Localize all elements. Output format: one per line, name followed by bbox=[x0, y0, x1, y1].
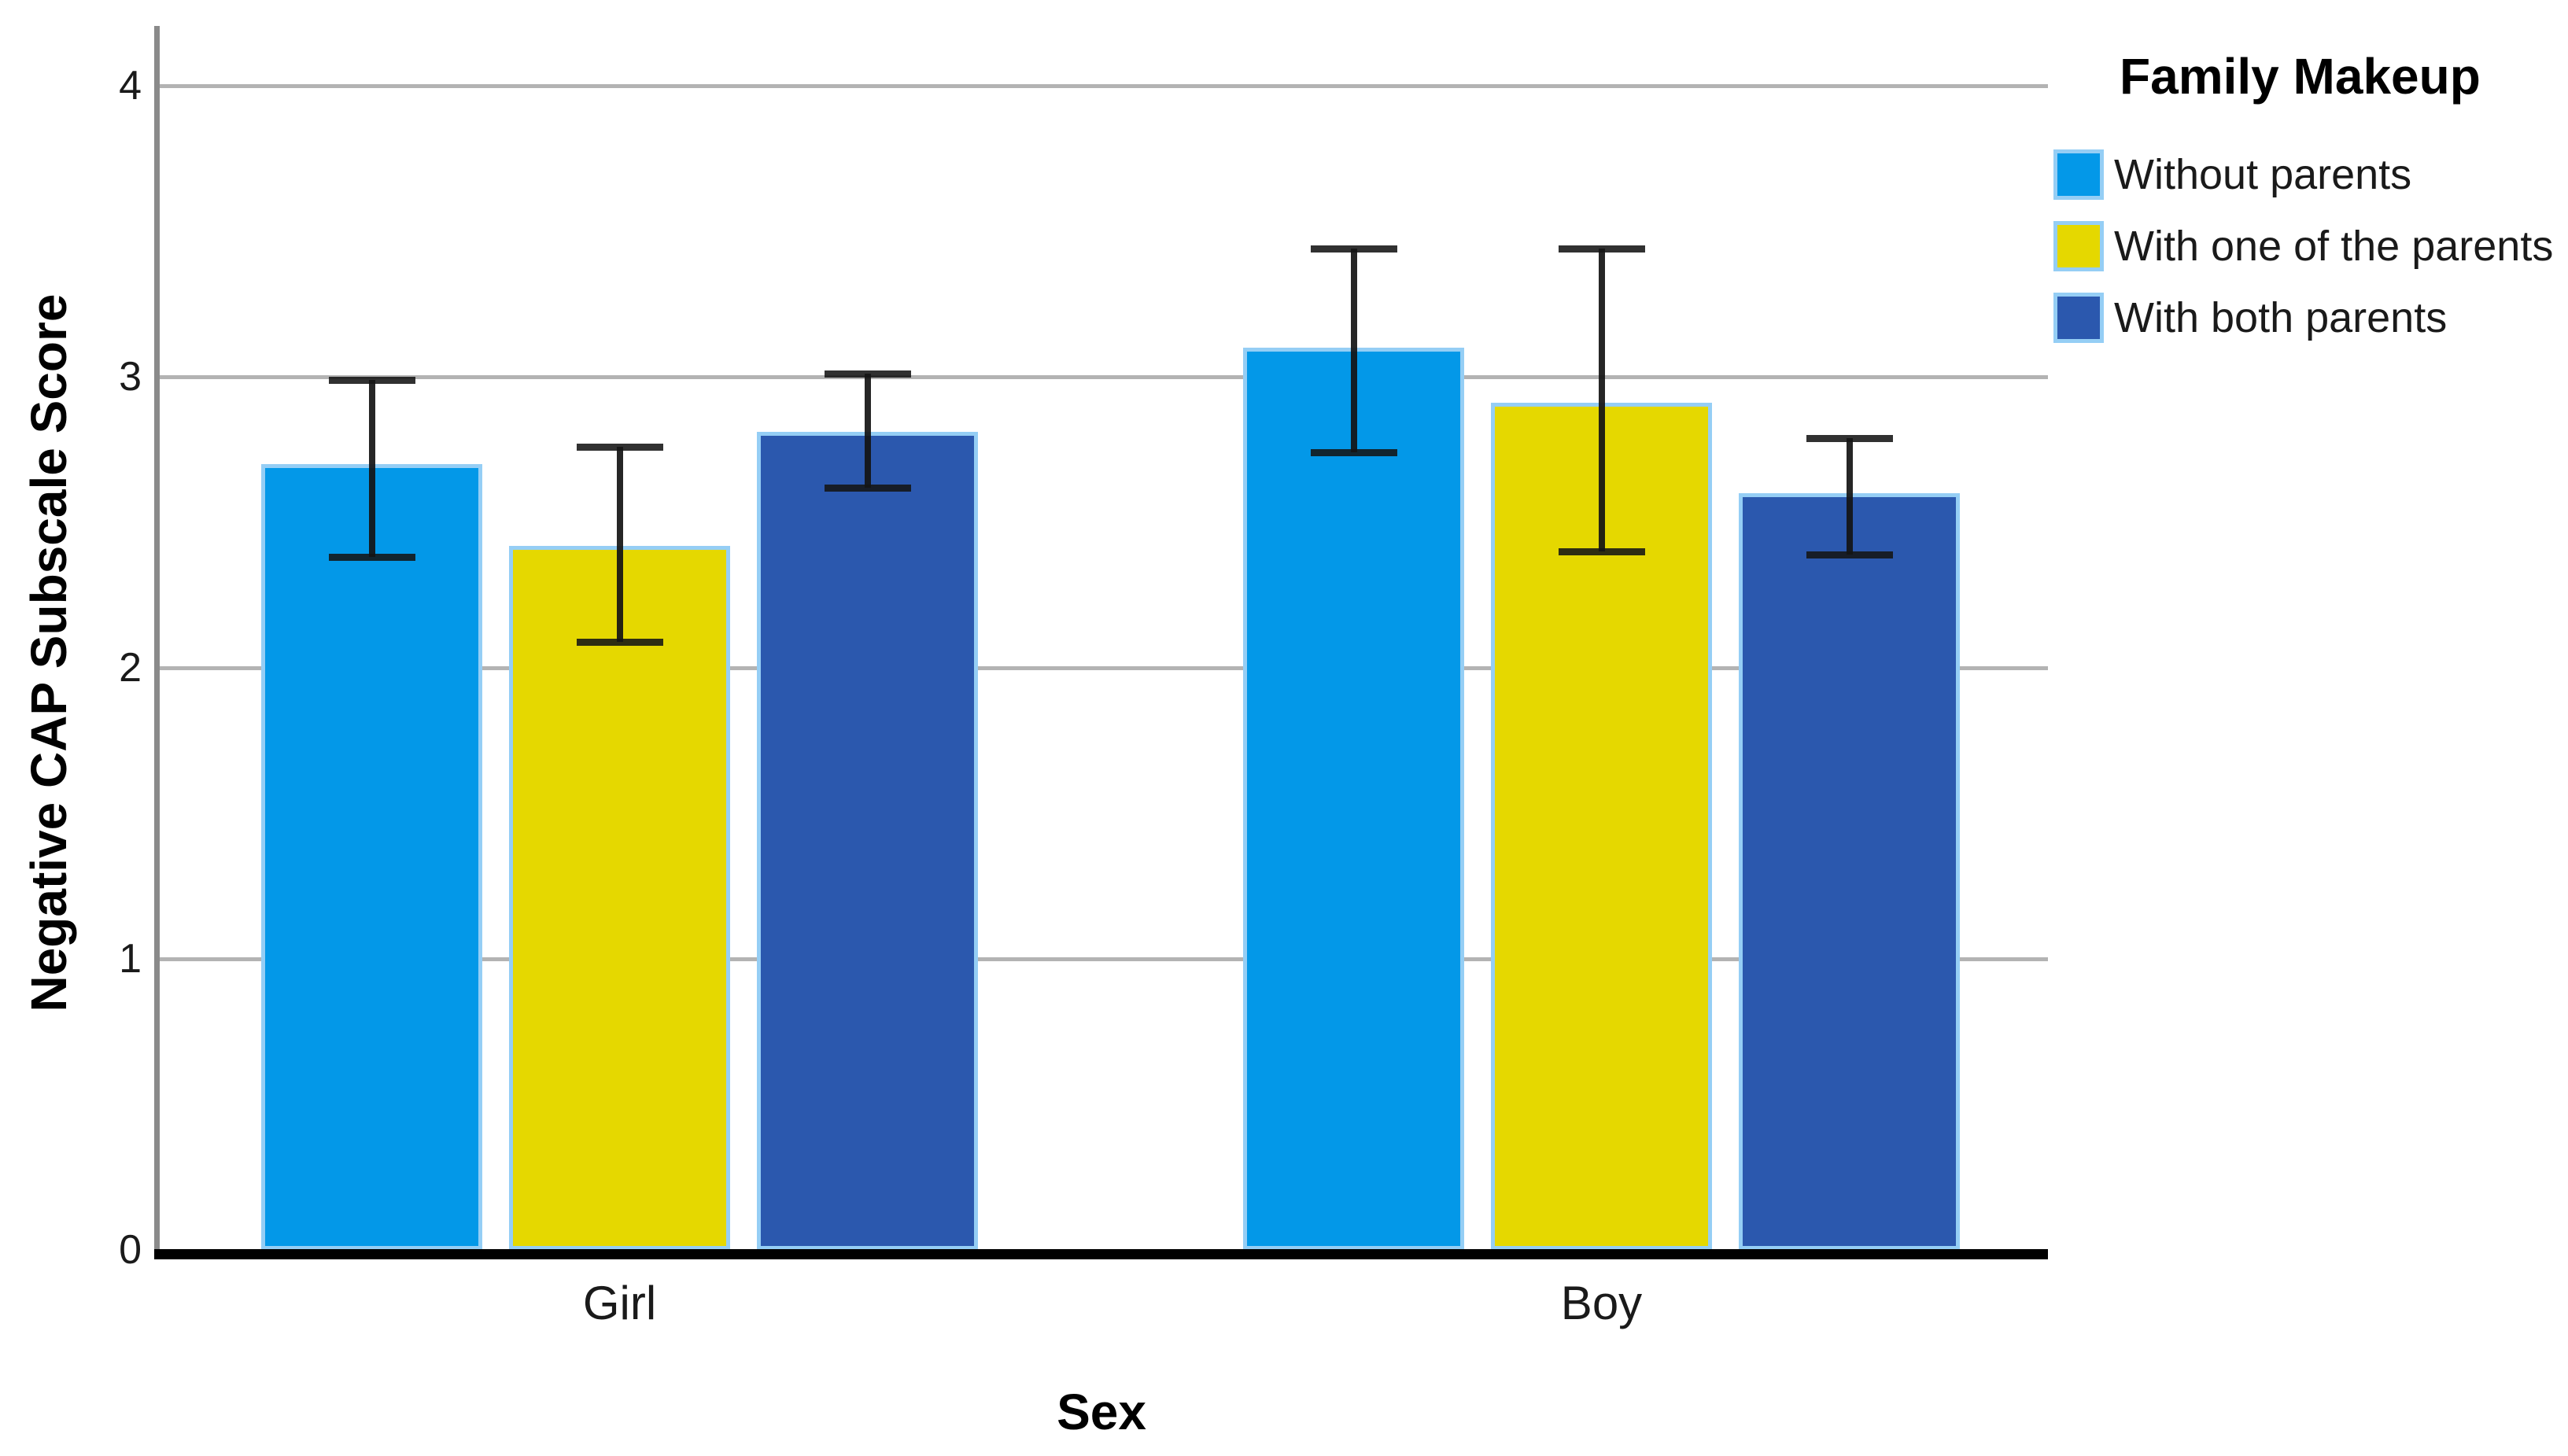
x-axis-title: Sex bbox=[1057, 1384, 1146, 1440]
errorbar-girl-with-one-of-the-parents-line bbox=[616, 446, 623, 642]
errorbar-girl-without-parents-line bbox=[368, 379, 375, 558]
bar-girl-without-parents bbox=[261, 464, 482, 1250]
errorbar-boy-with-one-of-the-parents-cap-bottom bbox=[1558, 548, 1645, 555]
x-axis-baseline bbox=[154, 1249, 2048, 1259]
legend-title: Family Makeup bbox=[2120, 48, 2481, 105]
legend-label-with-one-of-the-parents: With one of the parents bbox=[2114, 223, 2554, 270]
legend: Family Makeup Without parents With one of… bbox=[2053, 47, 2553, 343]
legend-swatch-without-parents bbox=[2053, 149, 2104, 200]
errorbar-girl-with-both-parents-cap-top bbox=[824, 370, 911, 378]
x-tick-label-girl: Girl bbox=[582, 1277, 657, 1329]
y-tick-label-0: 0 bbox=[119, 1227, 142, 1273]
y-tick-label-1: 1 bbox=[119, 936, 142, 982]
bar-boy-without-parents bbox=[1243, 348, 1464, 1250]
errorbar-boy-with-one-of-the-parents-line bbox=[1598, 249, 1605, 551]
gridline-y-2 bbox=[160, 666, 2048, 670]
legend-label-with-both-parents: With both parents bbox=[2114, 294, 2448, 341]
bar-girl-with-one-of-the-parents bbox=[509, 545, 730, 1250]
errorbar-girl-with-one-of-the-parents-cap-bottom bbox=[576, 638, 663, 646]
legend-swatch-with-both-parents bbox=[2053, 293, 2104, 343]
errorbar-boy-with-both-parents-line bbox=[1846, 437, 1853, 555]
errorbar-boy-with-both-parents-cap-bottom bbox=[1806, 551, 1893, 558]
gridline-y-3 bbox=[160, 375, 2048, 379]
legend-label-without-parents: Without parents bbox=[2114, 151, 2412, 198]
gridline-y-4 bbox=[160, 84, 2048, 88]
x-tick-label-boy: Boy bbox=[1560, 1277, 1643, 1329]
bar-girl-with-both-parents bbox=[757, 432, 978, 1250]
errorbar-boy-without-parents-cap-bottom bbox=[1310, 449, 1397, 457]
y-axis-line bbox=[154, 26, 160, 1250]
legend-item-with-both-parents: With both parents bbox=[2053, 293, 2553, 343]
legend-swatch-with-one-of-the-parents bbox=[2053, 221, 2104, 271]
bar-boy-with-both-parents bbox=[1739, 493, 1960, 1250]
errorbar-boy-without-parents-cap-top bbox=[1310, 245, 1397, 253]
errorbar-boy-with-both-parents-cap-top bbox=[1806, 434, 1893, 442]
gridline-y-1 bbox=[160, 957, 2048, 961]
y-tick-label-4: 4 bbox=[119, 63, 142, 109]
errorbar-boy-with-one-of-the-parents-cap-top bbox=[1558, 245, 1645, 253]
legend-item-without-parents: Without parents bbox=[2053, 149, 2553, 200]
errorbar-girl-with-one-of-the-parents-cap-top bbox=[576, 443, 663, 451]
y-tick-label-2: 2 bbox=[119, 645, 142, 691]
y-tick-label-3: 3 bbox=[119, 354, 142, 400]
legend-item-with-one-of-the-parents: With one of the parents bbox=[2053, 221, 2553, 271]
errorbar-girl-without-parents-cap-bottom bbox=[328, 554, 415, 562]
errorbar-girl-with-both-parents-line bbox=[864, 374, 871, 488]
legend-items: Without parents With one of the parents Wi… bbox=[2053, 149, 2553, 343]
errorbar-girl-without-parents-cap-top bbox=[328, 376, 415, 384]
errorbar-girl-with-both-parents-cap-bottom bbox=[824, 484, 911, 492]
errorbar-boy-without-parents-line bbox=[1350, 249, 1357, 453]
